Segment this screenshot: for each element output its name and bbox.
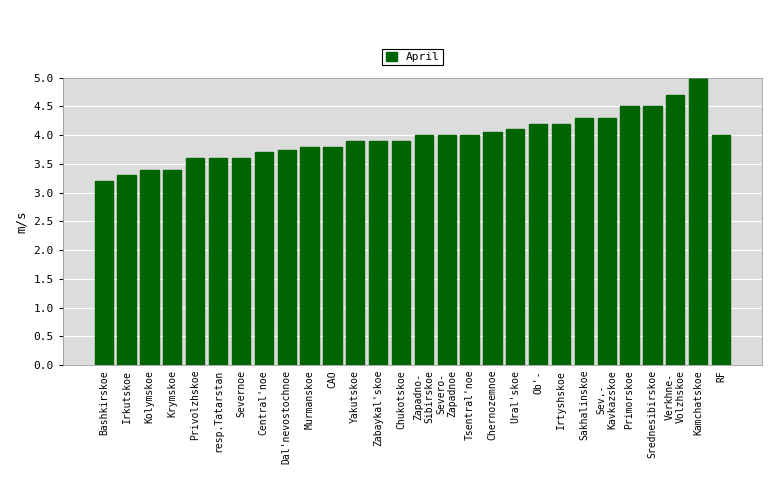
Bar [689, 78, 707, 365]
Bar [232, 158, 250, 365]
Bar [483, 132, 502, 365]
Bar [415, 135, 433, 365]
Bar [506, 129, 524, 365]
Bar [552, 124, 570, 365]
Bar [186, 158, 204, 365]
Bar [392, 141, 410, 365]
Bar [598, 118, 616, 365]
Legend: April: April [382, 49, 443, 66]
Bar [437, 135, 456, 365]
Bar [369, 141, 387, 365]
Bar [323, 147, 342, 365]
Bar [277, 149, 296, 365]
Bar [255, 152, 273, 365]
Bar [666, 95, 685, 365]
Bar [301, 147, 319, 365]
Bar [163, 170, 182, 365]
Bar [712, 135, 730, 365]
Bar [575, 118, 593, 365]
Bar [643, 106, 662, 365]
Bar [621, 106, 639, 365]
Bar [95, 181, 113, 365]
Bar [141, 170, 159, 365]
Y-axis label: m/s: m/s [15, 210, 28, 233]
Bar [209, 158, 227, 365]
Bar [529, 124, 547, 365]
Bar [461, 135, 479, 365]
Bar [117, 175, 136, 365]
Bar [346, 141, 364, 365]
